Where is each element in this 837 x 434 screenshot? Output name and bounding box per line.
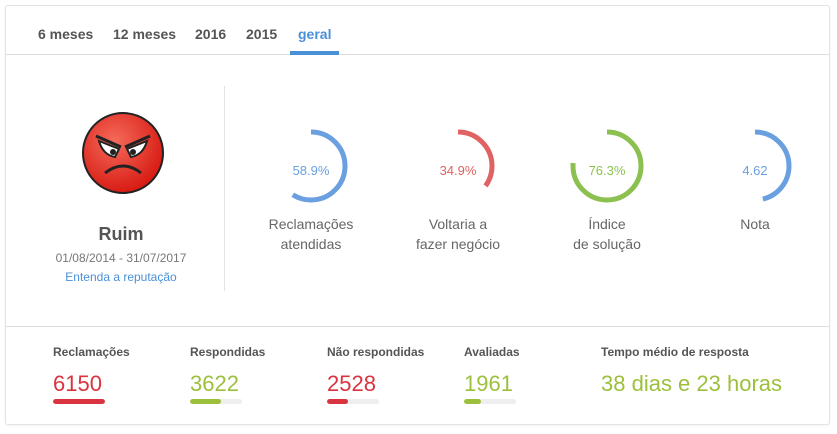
divider — [224, 86, 225, 291]
gauge-label-line2: de solução — [573, 236, 641, 252]
stat-reclamacoes: Reclamações 6150 — [53, 345, 130, 404]
gauge-label: Índice de solução — [537, 214, 677, 254]
gauge-ring — [274, 129, 348, 203]
gauge-label-line2: fazer negócio — [415, 236, 501, 252]
stat-label: Respondidas — [190, 345, 266, 359]
stat-respondidas: Respondidas 3622 — [190, 345, 265, 404]
stat-value: 2528 — [327, 371, 376, 396]
stats-section: Reclamações 6150 Respondidas 3622 Não re… — [6, 326, 829, 404]
stat-label: Tempo médio de resposta — [601, 345, 749, 359]
stat-value: 1961 — [464, 371, 513, 396]
gauge-label: Nota — [685, 214, 825, 234]
stat-avaliadas: Avaliadas 1961 — [464, 345, 520, 404]
stat-bar-fill — [327, 399, 349, 404]
gauge-label: Reclamações atendidas — [241, 214, 381, 254]
gauge-arc — [718, 129, 792, 203]
tab-2016[interactable]: 2016 — [195, 26, 227, 42]
stat-bar — [53, 399, 105, 404]
tab-geral[interactable]: geral — [289, 26, 341, 55]
gauge-1: 34.9% Voltaria a fazer negócio — [388, 126, 528, 254]
gauge-label: Voltaria a fazer negócio — [388, 214, 528, 254]
stat-bar-fill — [464, 399, 481, 404]
tab-2015[interactable]: 2015 — [246, 26, 278, 42]
gauge-label-line1: Voltaria a — [428, 216, 488, 232]
gauge-value: 4.62 — [742, 163, 768, 178]
gauge-label-line1: Índice — [588, 216, 626, 232]
stat-nao-respondidas: Não respondidas 2528 — [327, 345, 424, 404]
gauge-arc — [421, 129, 495, 203]
gauge-ring — [718, 129, 792, 203]
stat-tempo-medio: Tempo médio de resposta 38 dias e 23 hor… — [601, 345, 782, 397]
angry-face-icon — [82, 112, 164, 194]
reputation-link[interactable]: Entenda a reputação — [65, 270, 177, 284]
gauge-label-line1: Reclamações — [268, 216, 354, 232]
gauge-value: 76.3% — [588, 163, 626, 178]
stat-value: 3622 — [190, 371, 239, 396]
gauge-arc — [570, 129, 644, 203]
tab-6-meses[interactable]: 6 meses — [38, 26, 94, 42]
stat-value: 38 dias e 23 horas — [601, 371, 783, 396]
gauge-3: 4.62 Nota — [685, 126, 825, 234]
period-tabs: 6 meses 12 meses 2016 2015 geral — [6, 6, 829, 55]
stat-bar-fill — [53, 399, 105, 404]
stat-bar — [327, 399, 379, 404]
stat-bar-fill — [190, 399, 221, 404]
tab-12-meses[interactable]: 12 meses — [113, 26, 177, 42]
gauge-arc — [274, 129, 348, 203]
stat-label: Reclamações — [53, 345, 130, 359]
gauge-ring — [570, 129, 644, 203]
stat-bar — [190, 399, 242, 404]
gauge-2: 76.3% Índice de solução — [537, 126, 677, 254]
stat-label: Avaliadas — [464, 345, 520, 359]
reputation-period: 01/08/2014 - 31/07/2017 — [55, 251, 187, 265]
stat-bar — [464, 399, 516, 404]
gauge-0: 58.9% Reclamações atendidas — [241, 126, 381, 254]
gauge-label-line1: Nota — [740, 216, 770, 232]
stat-label: Não respondidas — [327, 345, 425, 359]
reputation-card: 6 meses 12 meses 2016 2015 geral Ruim 01… — [5, 5, 830, 425]
gauge-ring — [421, 129, 495, 203]
gauge-value: 34.9% — [439, 163, 477, 178]
gauge-value: 58.9% — [292, 163, 330, 178]
gauge-label-line2: atendidas — [280, 236, 342, 252]
stat-value: 6150 — [53, 371, 102, 396]
reputation-status: Ruim — [98, 224, 144, 244]
